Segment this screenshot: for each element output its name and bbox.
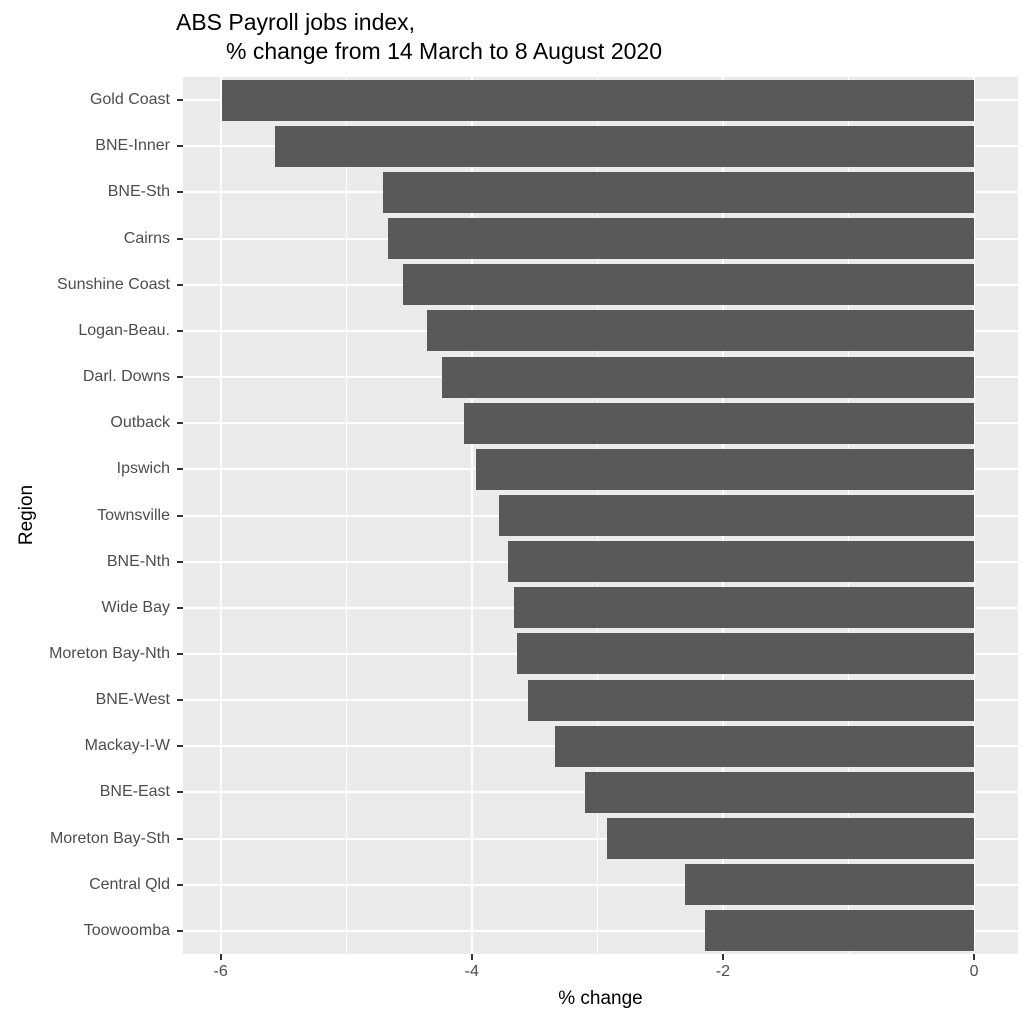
y-tick-label: Wide Bay <box>101 598 170 616</box>
x-tick-label: -2 <box>715 963 731 980</box>
bar <box>221 79 975 121</box>
bar <box>514 587 975 629</box>
x-tick-label: -6 <box>213 963 228 980</box>
major-gridline-y <box>183 837 1018 840</box>
y-tick-label: Moreton Bay-Sth <box>49 829 170 847</box>
y-tick-mark <box>177 422 183 425</box>
y-tick-label: BNE-East <box>99 783 170 801</box>
bar <box>274 125 975 167</box>
y-tick-label: Cairns <box>123 229 170 247</box>
y-tick-label: Toowoomba <box>83 921 170 939</box>
bar <box>607 818 975 860</box>
y-tick-mark <box>177 191 183 194</box>
x-tick-mark <box>470 954 473 960</box>
bar <box>705 910 975 952</box>
bar <box>528 679 975 721</box>
x-tick-label: -4 <box>464 963 479 980</box>
y-tick-mark <box>177 145 183 148</box>
x-tick-mark <box>973 954 976 960</box>
chart-title-line2: % change from 14 March to 8 August 2020 <box>226 38 662 64</box>
y-tick-mark <box>177 514 183 517</box>
x-tick-label: 0 <box>969 963 979 980</box>
x-tick-mark <box>721 954 724 960</box>
y-tick-label: Central Qld <box>89 875 170 893</box>
y-tick-label: Mackay-I-W <box>84 737 170 755</box>
major-gridline-y <box>183 883 1018 886</box>
y-tick-label: BNE-Sth <box>107 183 170 201</box>
y-tick-mark <box>177 745 183 748</box>
x-axis-title: % change <box>558 988 643 1009</box>
y-tick-mark <box>177 699 183 702</box>
y-tick-mark <box>177 468 183 471</box>
y-tick-label: BNE-West <box>95 691 170 709</box>
bar <box>685 864 975 906</box>
bar <box>387 218 975 260</box>
y-tick-mark <box>177 329 183 332</box>
bar <box>517 633 975 675</box>
y-tick-mark <box>177 237 183 240</box>
x-tick-mark <box>219 954 222 960</box>
bar <box>508 541 975 583</box>
y-tick-mark <box>177 606 183 609</box>
y-tick-label: Moreton Bay-Nth <box>49 644 170 662</box>
bar <box>426 310 975 352</box>
y-tick-mark <box>177 376 183 379</box>
chart-title-line1: ABS Payroll jobs index, <box>176 9 416 35</box>
y-tick-label: Logan-Beau. <box>78 321 170 339</box>
bar <box>441 356 975 398</box>
y-tick-label: Ipswich <box>116 460 170 478</box>
y-tick-mark <box>177 837 183 840</box>
y-tick-label: Sunshine Coast <box>57 275 170 293</box>
y-tick-label: BNE-Inner <box>95 137 170 155</box>
chart-title: ABS Payroll jobs index, % change from 14… <box>176 8 662 66</box>
y-tick-mark <box>177 791 183 794</box>
y-tick-label: BNE-Nth <box>106 552 170 570</box>
bar <box>554 725 975 767</box>
bar <box>402 264 975 306</box>
y-tick-mark <box>177 929 183 932</box>
bar <box>382 171 975 213</box>
major-gridline-y <box>183 929 1018 932</box>
y-tick-mark <box>177 283 183 286</box>
bar <box>499 495 975 536</box>
bar <box>475 448 975 490</box>
y-tick-label: Townsville <box>97 506 170 524</box>
y-tick-mark <box>177 883 183 886</box>
plot-panel <box>183 77 1018 954</box>
y-tick-label: Darl. Downs <box>82 368 170 386</box>
y-tick-mark <box>177 99 183 102</box>
y-tick-mark <box>177 652 183 655</box>
y-tick-label: Gold Coast <box>89 91 170 109</box>
y-tick-label: Outback <box>110 414 170 432</box>
bar <box>464 402 975 444</box>
bar <box>584 771 975 813</box>
y-tick-mark <box>177 560 183 563</box>
